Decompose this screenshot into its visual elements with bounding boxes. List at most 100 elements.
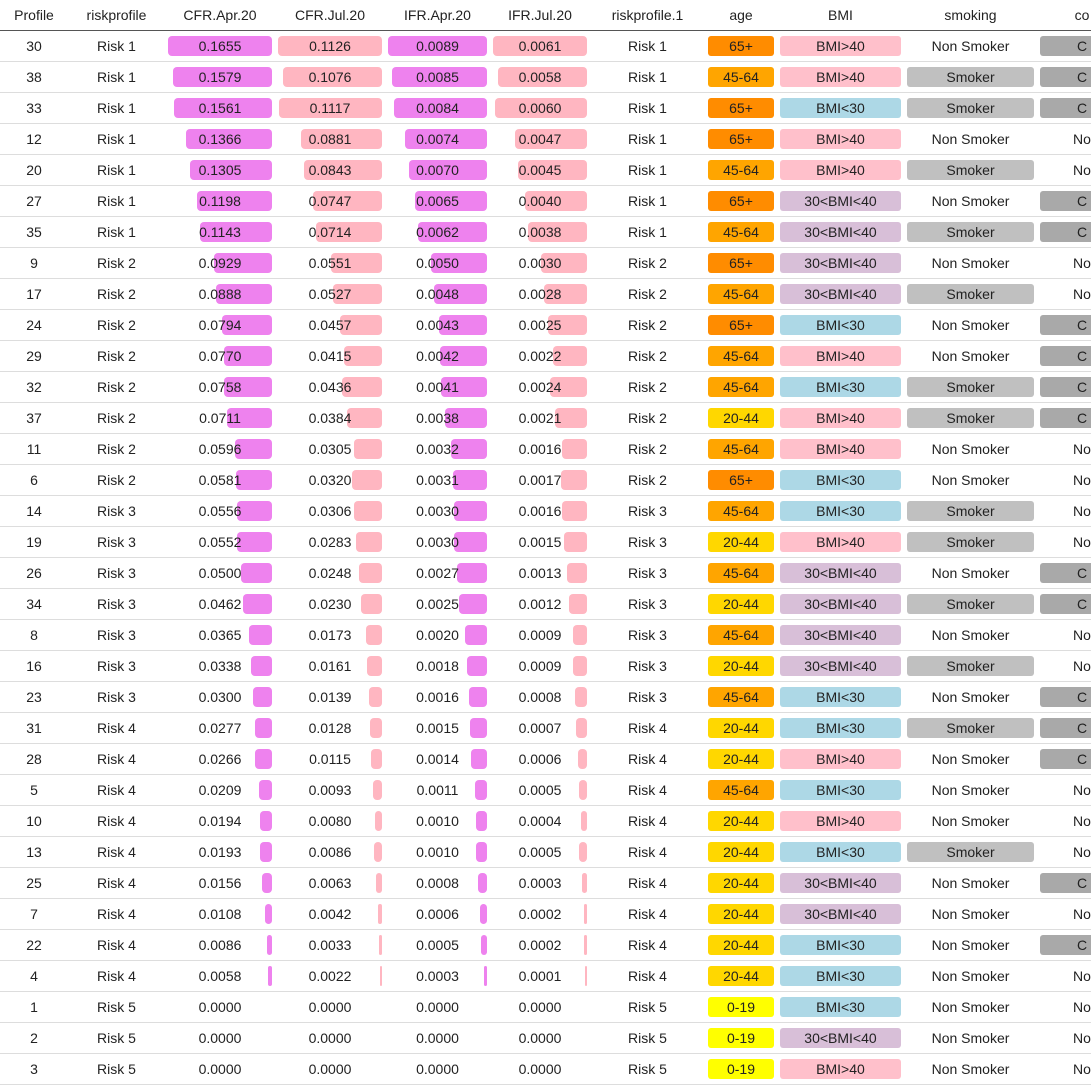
data-bar bbox=[497, 67, 587, 87]
tag-cell: BMI>40 bbox=[777, 154, 904, 186]
cell-value: 0.0047 bbox=[518, 131, 562, 147]
cell: Risk 2 bbox=[590, 278, 705, 310]
cell: Risk 3 bbox=[68, 557, 165, 589]
cell: 28 bbox=[0, 743, 68, 775]
tag: 65+ bbox=[708, 253, 774, 273]
bar-cell: 0.0032 bbox=[385, 433, 490, 465]
cell-value: 0.0000 bbox=[308, 999, 352, 1015]
bar-cell: 0.1126 bbox=[275, 30, 385, 62]
cell-value: 0.0021 bbox=[518, 410, 562, 426]
column-header: riskprofile.1 bbox=[590, 0, 705, 31]
data-bar bbox=[563, 532, 587, 552]
tag-cell: 45-64 bbox=[705, 278, 777, 310]
cell: Risk 1 bbox=[68, 123, 165, 155]
data-bar bbox=[268, 966, 272, 986]
cell: Risk 4 bbox=[590, 960, 705, 992]
data-bar bbox=[573, 656, 587, 676]
cell: Risk 1 bbox=[68, 216, 165, 248]
cell-value: 0.1655 bbox=[198, 38, 242, 54]
data-bar bbox=[352, 470, 382, 490]
bar-cell: 0.0770 bbox=[165, 340, 275, 372]
table-row: 14 Risk 3 0.0556 0.0306 0.0030 0.0016 Risk 3 45… bbox=[0, 495, 1091, 527]
tag-cell: 65+ bbox=[705, 30, 777, 62]
bar-cell: 0.0000 bbox=[490, 1053, 590, 1085]
cell-value: 0.0711 bbox=[199, 410, 241, 426]
tag-cell: 20-44 bbox=[705, 960, 777, 992]
cell-value: 0.1305 bbox=[198, 162, 242, 178]
data-bar bbox=[259, 811, 272, 831]
cell-value: 0.0061 bbox=[518, 38, 562, 54]
bar-cell: 0.0024 bbox=[490, 371, 590, 403]
cell-value: 0.0843 bbox=[308, 162, 352, 178]
cell-value: 0.0016 bbox=[518, 441, 562, 457]
cell-value: 0.0000 bbox=[416, 999, 459, 1015]
bar-cell: 0.0551 bbox=[275, 247, 385, 279]
bar-cell: 0.1076 bbox=[275, 61, 385, 93]
data-bar bbox=[339, 315, 382, 335]
cell: Risk 2 bbox=[590, 247, 705, 279]
bar-cell: 0.1366 bbox=[165, 123, 275, 155]
cell: Non Smoker bbox=[904, 1053, 1037, 1085]
tag-cell: Smoker bbox=[904, 495, 1037, 527]
tag: 30<BMI<40 bbox=[780, 625, 901, 645]
tag: 30<BMI<40 bbox=[780, 563, 901, 583]
tag: Smoker bbox=[907, 284, 1034, 304]
bar-cell: 0.0003 bbox=[385, 960, 490, 992]
column-header: co bbox=[1037, 0, 1091, 31]
cell: Non Smoker bbox=[904, 960, 1037, 992]
cell: Non Smoker bbox=[904, 774, 1037, 806]
tag: C bbox=[1040, 222, 1091, 242]
data-bar bbox=[579, 842, 587, 862]
bar-cell: 0.0010 bbox=[385, 836, 490, 868]
data-bar bbox=[242, 594, 272, 614]
tag-cell: 65+ bbox=[705, 92, 777, 124]
column-header: Profile bbox=[0, 0, 68, 31]
bar-cell: 0.0009 bbox=[490, 650, 590, 682]
bar-cell: 0.0128 bbox=[275, 712, 385, 744]
bar-cell: 0.0050 bbox=[385, 247, 490, 279]
tag: BMI>40 bbox=[780, 749, 901, 769]
data-bar bbox=[573, 625, 587, 645]
cell: 11 bbox=[0, 433, 68, 465]
cell-value: 0.0022 bbox=[518, 348, 562, 364]
data-bar bbox=[278, 36, 382, 56]
bar-cell: 0.0086 bbox=[275, 836, 385, 868]
tag-cell: C bbox=[1037, 712, 1091, 744]
cell-value: 0.1117 bbox=[309, 100, 351, 116]
cell: Non Smoker bbox=[904, 247, 1037, 279]
data-bar bbox=[353, 439, 382, 459]
tag-cell: C bbox=[1037, 92, 1091, 124]
bar-cell: 0.0173 bbox=[275, 619, 385, 651]
data-bar bbox=[433, 284, 487, 304]
cell-value: 0.0266 bbox=[198, 751, 242, 767]
bar-cell: 0.0031 bbox=[385, 464, 490, 496]
bar-cell: 0.0084 bbox=[385, 92, 490, 124]
data-bar bbox=[481, 935, 487, 955]
cell: Risk 4 bbox=[68, 929, 165, 961]
table-row: 4 Risk 4 0.0058 0.0022 0.0003 0.0001 Risk 4 20-… bbox=[0, 960, 1091, 992]
cell: 25 bbox=[0, 867, 68, 899]
bar-cell: 0.0320 bbox=[275, 464, 385, 496]
table-row: 16 Risk 3 0.0338 0.0161 0.0018 0.0009 Risk 3 20… bbox=[0, 650, 1091, 682]
data-bar bbox=[585, 966, 587, 986]
cell-value: 0.0009 bbox=[518, 627, 562, 643]
tag-cell: 20-44 bbox=[705, 526, 777, 558]
data-bar bbox=[583, 935, 587, 955]
data-bar bbox=[562, 439, 587, 459]
cell-value: 0.0714 bbox=[308, 224, 352, 240]
tag-cell: BMI>40 bbox=[777, 1053, 904, 1085]
tag: 65+ bbox=[708, 191, 774, 211]
data-bar bbox=[553, 346, 587, 366]
cell-value: 0.0030 bbox=[416, 503, 459, 519]
bar-cell: 0.0014 bbox=[385, 743, 490, 775]
cell-value: 0.0016 bbox=[416, 689, 459, 705]
data-bar bbox=[392, 67, 487, 87]
cell-value: 0.0058 bbox=[518, 69, 562, 85]
cell-value: 0.0002 bbox=[518, 937, 562, 953]
cell: No bbox=[1037, 495, 1091, 527]
bar-cell: 0.0001 bbox=[490, 960, 590, 992]
cell-value: 0.0000 bbox=[416, 1030, 459, 1046]
bar-cell: 0.0080 bbox=[275, 805, 385, 837]
cell-value: 0.0008 bbox=[518, 689, 562, 705]
